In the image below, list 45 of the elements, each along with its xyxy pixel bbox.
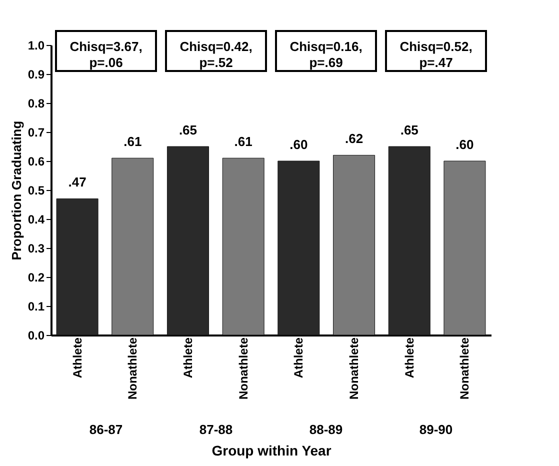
data-label: .65	[178, 122, 198, 138]
y-tick-label: 1.0	[28, 38, 45, 52]
x-tick-label: Nonathlete	[126, 337, 140, 400]
y-tick-label: 0.7	[28, 126, 45, 140]
y-tick-label: 0.5	[28, 184, 45, 198]
y-tick-label: 0.1	[28, 300, 45, 314]
data-label: .62	[344, 131, 364, 146]
text: 89-90	[419, 422, 453, 437]
bar	[112, 158, 154, 336]
y-tick-label: 0.9	[28, 68, 45, 82]
text: 87-88	[199, 422, 233, 437]
y-tick-label: 0.8	[28, 96, 45, 110]
data-label: .47	[68, 174, 86, 190]
x-axis-title: Group within Year	[212, 442, 332, 459]
x-tick-label: Nonathlete	[236, 337, 250, 400]
bar	[222, 158, 264, 336]
bar	[166, 146, 209, 336]
annotation: Chisq=0.52, p=.47	[400, 39, 472, 70]
x-tick-label: Nonathlete	[347, 337, 362, 400]
annotation: Chisq=3.67, p=.06	[70, 39, 142, 70]
data-label: .61	[124, 134, 142, 150]
bar	[388, 146, 430, 336]
text: 86-87	[89, 422, 123, 437]
bar	[278, 160, 320, 336]
bar	[56, 198, 98, 336]
x-tick-label: Athlete	[402, 337, 416, 378]
data-label: .60	[290, 137, 308, 152]
data-label: .65	[400, 122, 418, 138]
y-tick-label: 0.6	[28, 154, 45, 168]
x-tick-label: Athlete	[180, 337, 195, 378]
bar	[333, 154, 376, 336]
text: 88-89	[309, 422, 343, 437]
y-tick-label: 0.0	[28, 328, 45, 342]
annotation: Chisq=0.16, p=.69	[290, 39, 362, 70]
y-axis-title: Proportion Graduating	[8, 120, 24, 260]
data-label: .61	[234, 134, 252, 150]
x-tick-label: Athlete	[70, 337, 84, 378]
bar	[444, 160, 486, 336]
x-tick-label: Athlete	[292, 337, 306, 378]
y-tick-label: 0.4	[28, 212, 45, 226]
annotation: Chisq=0.42, p=.52	[180, 39, 252, 70]
y-tick-label: 0.3	[28, 242, 45, 256]
x-tick-label: Nonathlete	[458, 337, 472, 400]
data-label: .60	[456, 137, 474, 152]
y-tick-label: 0.2	[28, 270, 45, 284]
